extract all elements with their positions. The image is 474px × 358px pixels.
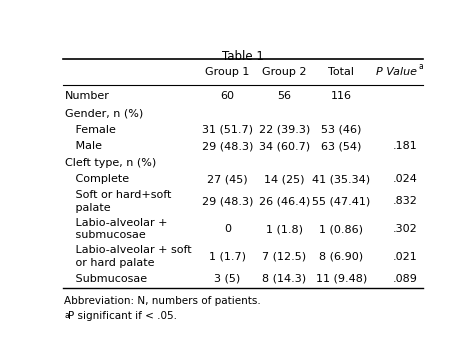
Text: 3 (5): 3 (5) xyxy=(214,274,240,284)
Text: .021: .021 xyxy=(392,252,418,262)
Text: 8 (6.90): 8 (6.90) xyxy=(319,252,363,262)
Text: 56: 56 xyxy=(277,91,291,101)
Text: Cleft type, n (%): Cleft type, n (%) xyxy=(65,158,156,168)
Text: 22 (39.3): 22 (39.3) xyxy=(259,125,310,135)
Text: 55 (47.41): 55 (47.41) xyxy=(312,197,370,207)
Text: 116: 116 xyxy=(331,91,352,101)
Text: 29 (48.3): 29 (48.3) xyxy=(201,141,253,151)
Text: a: a xyxy=(64,311,69,320)
Text: 26 (46.4): 26 (46.4) xyxy=(259,197,310,207)
Text: .024: .024 xyxy=(392,174,418,184)
Text: 1 (1.8): 1 (1.8) xyxy=(266,224,303,234)
Text: 63 (54): 63 (54) xyxy=(321,141,361,151)
Text: .832: .832 xyxy=(392,197,418,207)
Text: Male: Male xyxy=(65,141,102,151)
Text: Gender, n (%): Gender, n (%) xyxy=(65,108,143,118)
Text: 11 (9.48): 11 (9.48) xyxy=(316,274,367,284)
Text: .181: .181 xyxy=(392,141,418,151)
Text: Labio-alveolar + soft
   or hard palate: Labio-alveolar + soft or hard palate xyxy=(65,245,191,268)
Text: Abbreviation: N, numbers of patients.: Abbreviation: N, numbers of patients. xyxy=(64,296,261,306)
Text: P Value: P Value xyxy=(376,67,418,77)
Text: 29 (48.3): 29 (48.3) xyxy=(201,197,253,207)
Text: Group 2: Group 2 xyxy=(262,67,307,77)
Text: Labio-alveolar +
   submucosae: Labio-alveolar + submucosae xyxy=(65,218,167,240)
Text: Female: Female xyxy=(65,125,116,135)
Text: 34 (60.7): 34 (60.7) xyxy=(259,141,310,151)
Text: Number: Number xyxy=(65,91,109,101)
Text: Total: Total xyxy=(328,67,354,77)
Text: 0: 0 xyxy=(224,224,231,234)
Text: Group 1: Group 1 xyxy=(205,67,249,77)
Text: Table 1: Table 1 xyxy=(222,50,264,63)
Text: 27 (45): 27 (45) xyxy=(207,174,247,184)
Text: a: a xyxy=(419,62,423,72)
Text: 8 (14.3): 8 (14.3) xyxy=(262,274,306,284)
Text: 53 (46): 53 (46) xyxy=(321,125,361,135)
Text: Complete: Complete xyxy=(65,174,129,184)
Text: 14 (25): 14 (25) xyxy=(264,174,304,184)
Text: .302: .302 xyxy=(392,224,418,234)
Text: .089: .089 xyxy=(392,274,418,284)
Text: P significant if < .05.: P significant if < .05. xyxy=(68,311,177,321)
Text: 60: 60 xyxy=(220,91,234,101)
Text: 31 (51.7): 31 (51.7) xyxy=(202,125,253,135)
Text: 1 (1.7): 1 (1.7) xyxy=(209,252,246,262)
Text: Submucosae: Submucosae xyxy=(65,274,147,284)
Text: Soft or hard+soft
   palate: Soft or hard+soft palate xyxy=(65,190,171,213)
Text: 7 (12.5): 7 (12.5) xyxy=(262,252,306,262)
Text: 1 (0.86): 1 (0.86) xyxy=(319,224,363,234)
Text: 41 (35.34): 41 (35.34) xyxy=(312,174,370,184)
